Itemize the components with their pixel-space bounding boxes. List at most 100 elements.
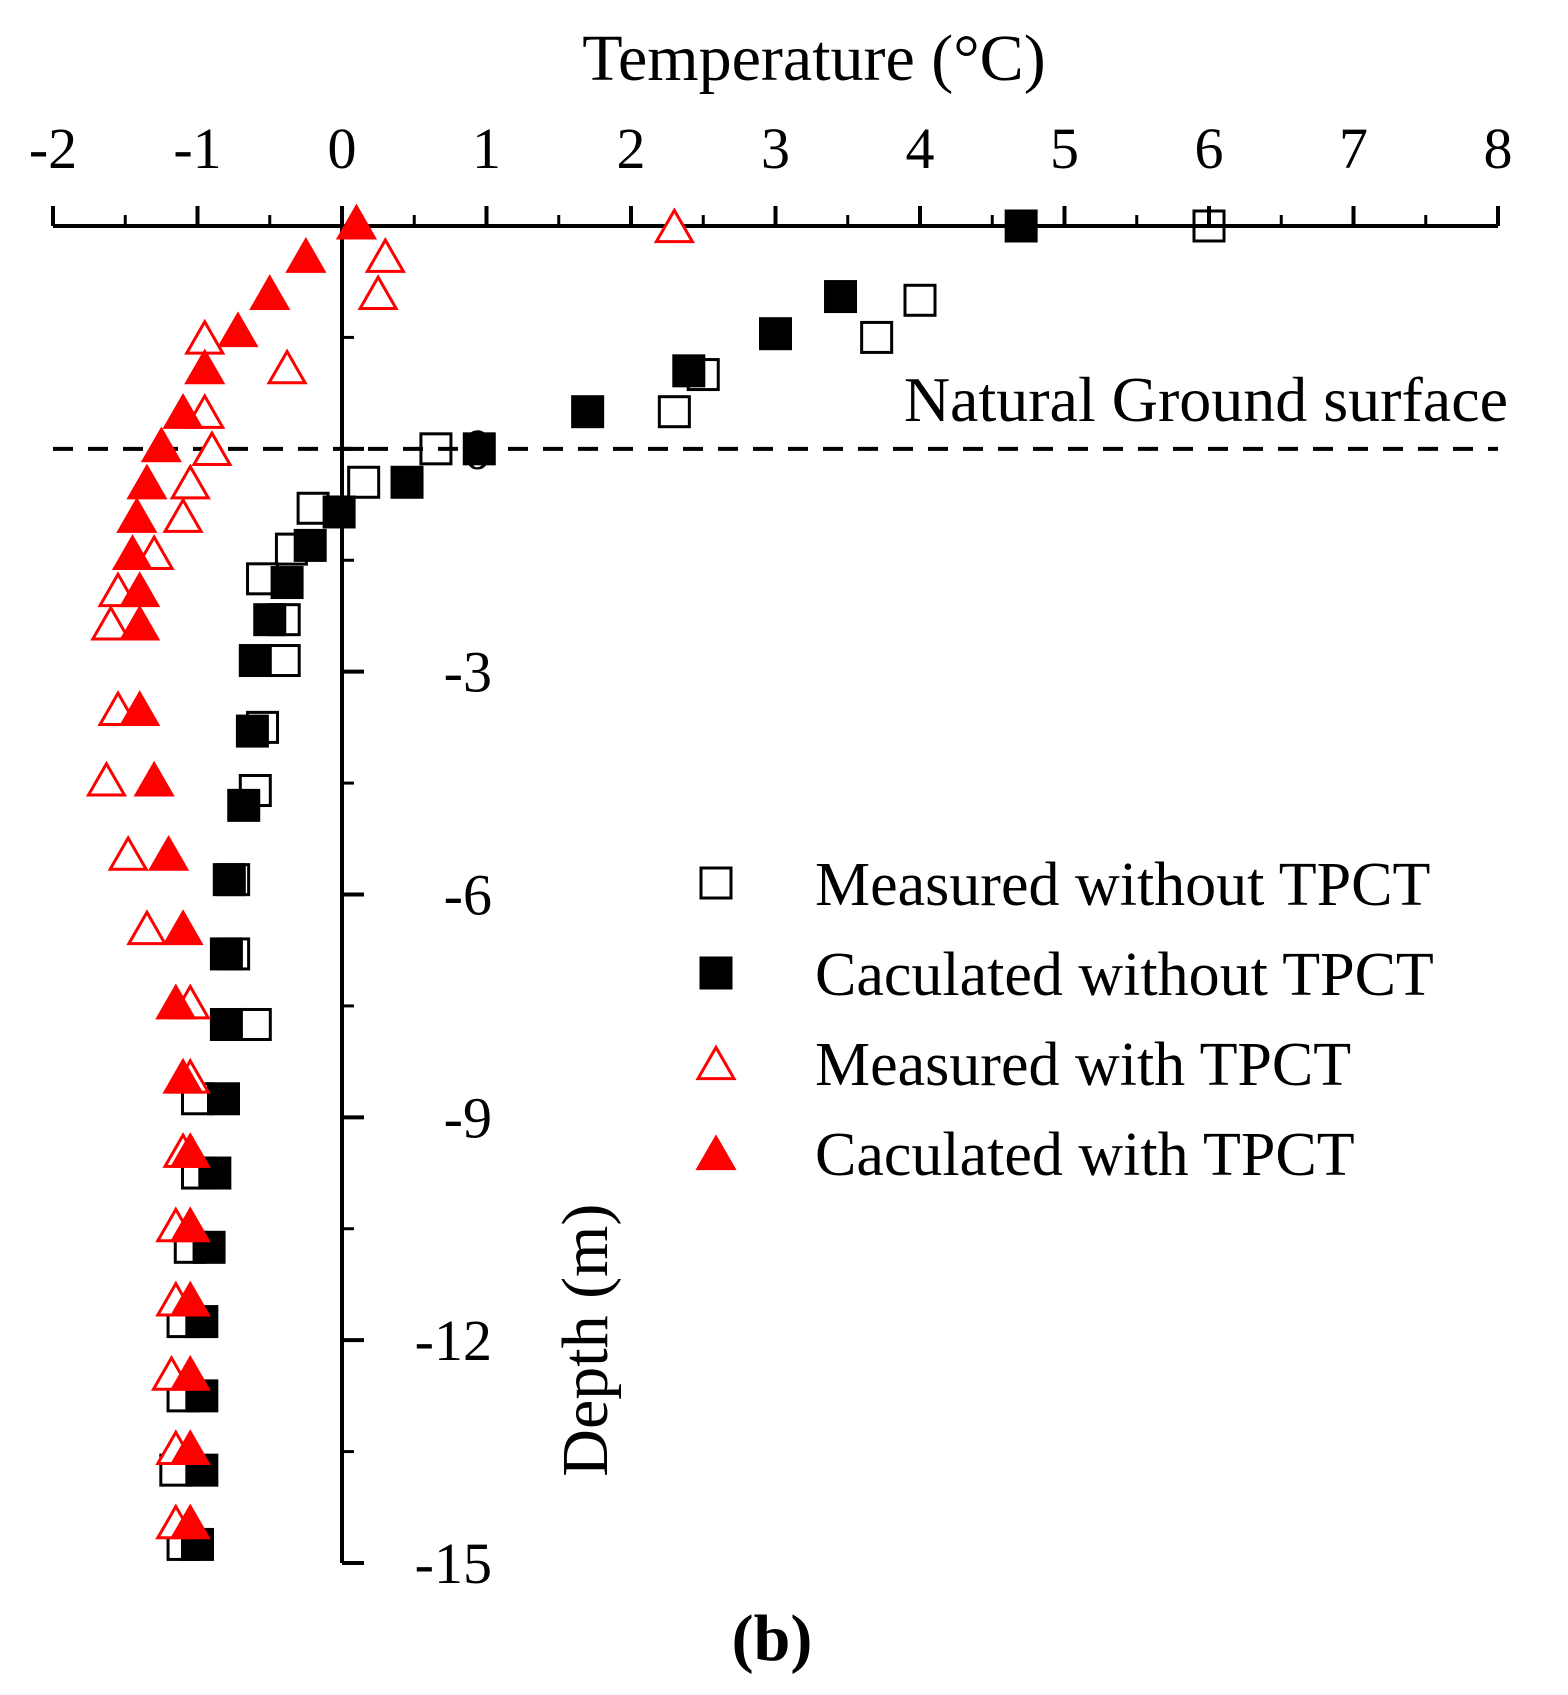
legend-item: Measured with TPCT (695, 1031, 1351, 1099)
data-point (335, 203, 378, 240)
x-tick-label: 1 (472, 116, 501, 181)
y-tick-label: -12 (415, 1308, 492, 1373)
data-point (238, 644, 272, 678)
x-axis: -2 -1 0 1 2 3 4 5 6 7 8 (29, 116, 1513, 228)
data-point (140, 426, 182, 463)
data-point (285, 237, 327, 273)
data-point (238, 1007, 272, 1041)
y-tick-label: -15 (415, 1531, 492, 1596)
data-point (184, 318, 226, 355)
data-point (322, 495, 356, 529)
legend-label: Caculated without TPCT (815, 941, 1434, 1009)
data-point (116, 497, 158, 533)
data-point (126, 909, 168, 946)
data-point (293, 528, 327, 562)
data-point (191, 430, 233, 466)
data-point (249, 274, 291, 311)
data-point (347, 465, 381, 499)
data-point (1004, 209, 1038, 243)
legend-label: Caculated with TPCT (815, 1121, 1355, 1189)
data-point (119, 604, 161, 641)
data-point (119, 690, 161, 726)
data-point (212, 863, 246, 897)
x-axis-title: Temperature (°C) (582, 22, 1045, 95)
data-point (169, 1132, 211, 1168)
legend-item: Caculated without TPCT (699, 941, 1434, 1009)
data-point (217, 311, 259, 348)
data-point (266, 348, 308, 385)
data-point (162, 1057, 204, 1094)
y-axis-title: Depth (m) (549, 1204, 622, 1477)
data-point (357, 274, 399, 311)
data-point (1192, 209, 1226, 243)
data-point (571, 395, 605, 429)
data-point (270, 566, 304, 600)
data-point (209, 1007, 243, 1041)
data-point (824, 280, 858, 314)
data-point (85, 760, 128, 797)
data-point (759, 317, 792, 351)
data-point (227, 788, 261, 822)
data-point (209, 937, 243, 971)
data-point (90, 604, 132, 641)
data-point (133, 760, 175, 797)
data-point (419, 432, 453, 466)
x-tick-label: 6 (1195, 116, 1224, 181)
data-point (148, 834, 190, 871)
data-point (364, 237, 406, 273)
data-point (207, 1082, 241, 1116)
data-point (184, 348, 226, 385)
data-point (169, 1503, 211, 1540)
data-point (657, 395, 691, 429)
data-point (155, 983, 197, 1020)
ground-surface-label: Natural Ground surface (904, 364, 1508, 435)
data-points (85, 203, 1226, 1561)
x-tick-label: 7 (1339, 116, 1368, 181)
x-tick-label: 2 (617, 116, 646, 181)
legend-item: Caculated with TPCT (695, 1121, 1355, 1189)
legend-marker (695, 1044, 737, 1081)
data-point (162, 497, 204, 533)
data-point (126, 463, 168, 500)
x-tick-label: -2 (29, 116, 77, 181)
data-point (169, 1280, 211, 1317)
data-point (169, 463, 211, 500)
legend-label: Measured without TPCT (815, 851, 1430, 919)
data-point (903, 283, 937, 317)
data-point (162, 909, 204, 946)
x-tick-label: 8 (1484, 116, 1513, 181)
series-2 (181, 209, 1038, 1561)
legend-marker (699, 866, 733, 900)
data-point (111, 534, 154, 570)
y-tick-label: -9 (444, 1085, 492, 1150)
legend: Measured without TPCT Caculated without T… (695, 851, 1434, 1189)
x-tick-label: 5 (1050, 116, 1079, 181)
data-point (107, 834, 149, 871)
y-axis: 0-3-6-9-12-15 (340, 226, 492, 1596)
x-tick-label: -1 (173, 116, 221, 181)
x-tick-label: 0 (328, 116, 357, 181)
x-tick-label: 4 (906, 116, 935, 181)
data-point (169, 1206, 211, 1243)
data-point (253, 603, 287, 637)
data-point (169, 1429, 211, 1466)
legend-marker (699, 956, 733, 990)
y-tick-label: -6 (444, 863, 492, 928)
data-point (672, 354, 706, 388)
legend-item: Measured without TPCT (699, 851, 1430, 919)
data-point (235, 714, 269, 748)
series-4 (111, 203, 378, 1540)
data-point (267, 644, 301, 678)
data-point (462, 432, 496, 466)
data-point (653, 207, 695, 244)
x-tick-label: 3 (761, 116, 790, 181)
ground-surface-annotation: Natural Ground surface (53, 364, 1508, 451)
y-tick-label: -3 (444, 640, 492, 705)
legend-label: Measured with TPCT (815, 1031, 1351, 1099)
data-point (162, 393, 204, 429)
panel-label: (b) (732, 1602, 813, 1675)
data-point (390, 465, 424, 499)
data-point (860, 320, 894, 354)
legend-marker (695, 1134, 737, 1171)
